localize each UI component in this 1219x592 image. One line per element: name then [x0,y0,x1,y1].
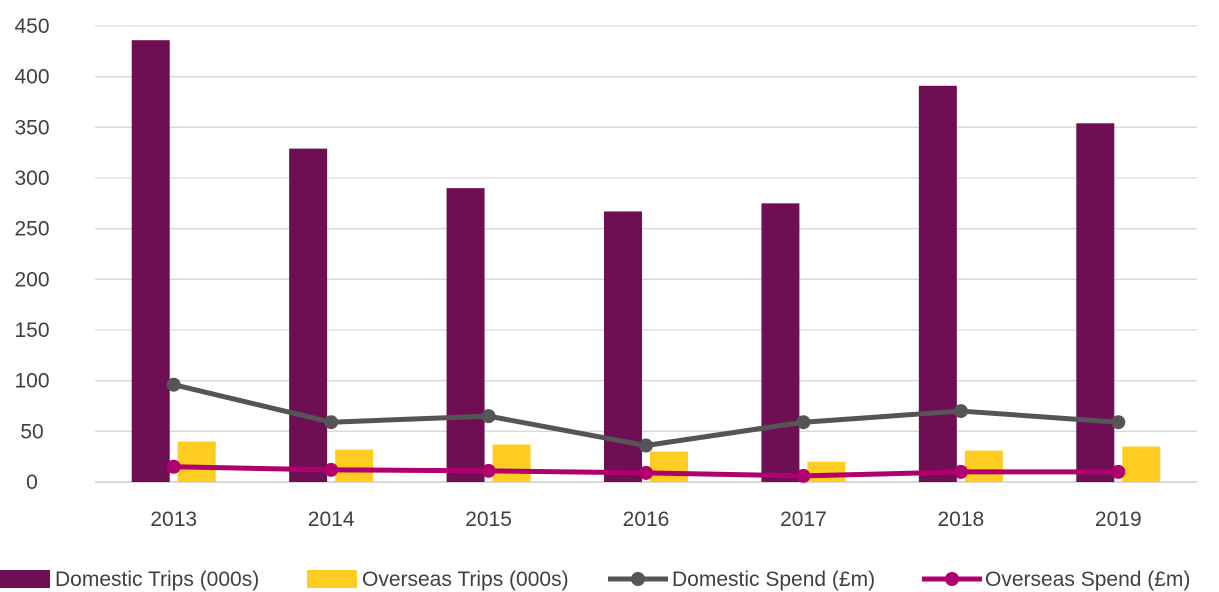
bar-0-2014 [289,148,328,482]
bar-1-2013 [177,441,216,482]
y-tick-label: 50 [20,420,43,443]
legend: Domestic Trips (000s) Overseas Trips (000… [0,568,1190,591]
y-tick-label: 250 [14,218,49,241]
x-tick-label: 2015 [465,508,512,531]
point-1-2013 [166,459,181,474]
point-0-2016 [639,438,653,453]
bar-0-2015 [446,188,485,482]
legend-swatch-0 [0,570,50,588]
y-tick-label: 350 [14,116,49,139]
point-0-2018 [953,404,968,419]
bar-1-2015 [492,444,531,482]
bar-1-2018 [964,450,1003,482]
legend-label-2: Domestic Spend (£m) [672,568,875,591]
legend-marker-3 [945,572,959,586]
point-0-2017 [796,415,811,430]
x-axis-tick-labels: 2013 2014 2015 2016 2017 2018 2019 [150,508,1141,531]
point-0-2019 [1111,415,1126,430]
bar-1-2016 [650,451,688,482]
bars [131,40,1161,483]
point-1-2015 [481,463,496,478]
point-1-2014 [324,462,339,477]
point-0-2014 [324,415,339,430]
point-1-2018 [953,464,968,479]
gridlines [95,25,1197,483]
legend-label-3: Overseas Spend (£m) [985,568,1190,591]
bar-0-2013 [131,40,170,482]
point-1-2017 [796,468,811,483]
y-tick-label: 200 [14,268,49,291]
y-tick-label: 400 [14,66,49,89]
bar-0-2019 [1076,123,1115,482]
y-tick-label: 150 [14,319,49,342]
y-tick-label: 450 [14,15,49,38]
x-tick-label: 2017 [780,508,827,531]
lines [166,377,1126,483]
legend-label-0: Domestic Trips (000s) [55,568,259,591]
legend-marker-2 [631,572,645,586]
y-axis-tick-labels: 0 50 100 150 200 250 300 350 400 450 [14,15,49,494]
point-0-2013 [166,377,181,392]
x-tick-label: 2014 [308,508,355,531]
legend-label-1: Overseas Trips (000s) [362,568,569,591]
bar-1-2019 [1122,446,1161,482]
bar-1-2014 [335,449,374,482]
bar-0-2018 [918,85,957,482]
x-tick-label: 2013 [150,508,197,531]
bar-1-2017 [807,461,846,482]
legend-swatch-1 [307,570,357,588]
x-tick-label: 2018 [937,508,984,531]
y-tick-label: 300 [14,167,49,190]
y-tick-label: 0 [26,471,38,494]
point-1-2016 [639,465,653,480]
bar-0-2017 [761,203,800,483]
x-tick-label: 2016 [623,508,670,531]
point-0-2015 [481,409,496,424]
y-tick-label: 100 [14,370,49,393]
point-1-2019 [1111,464,1126,479]
x-tick-label: 2019 [1095,508,1142,531]
